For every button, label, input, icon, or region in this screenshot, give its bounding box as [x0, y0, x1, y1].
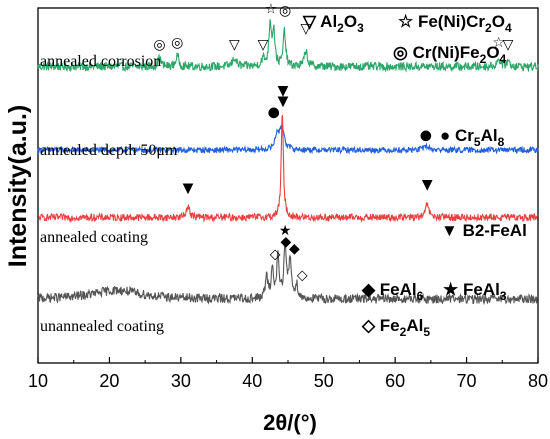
x-tick-label: 20: [99, 371, 119, 391]
x-axis-title: 2θ/(°): [263, 410, 317, 435]
series-label-2: annealed depth 50μm: [40, 142, 178, 159]
phase-marker: ◇: [297, 268, 308, 284]
phase-marker: ▽: [300, 21, 311, 37]
marker-layer: ◎ ◎ ▽ ▽☆ ◎▽☆▽●▼●▼▼ ▼★◆◆◇◇: [153, 1, 513, 283]
phase-marker: ●: [268, 104, 280, 120]
legend-entry: ◎ Cr(Ni)Fe2O4: [393, 43, 507, 66]
phase-marker: ◇: [270, 246, 281, 262]
legend-entry: ▽ Al2O3: [302, 12, 364, 35]
series-layer: [37, 19, 539, 306]
phase-marker: ●: [420, 127, 432, 143]
series-label-3: annealed coating: [40, 229, 148, 246]
series-line-2: [37, 124, 539, 155]
legend-layer: ▽ Al2O3 ☆ Fe(Ni)Cr2O4 ◎ Cr(Ni)Fe2O4 ● Cr5Al…: [302, 12, 527, 339]
phase-marker: ▽: [258, 37, 269, 53]
y-axis-title: Intensity(a.u.): [4, 105, 32, 268]
phase-marker: ◆: [280, 234, 291, 250]
phase-marker: ◆: [289, 241, 300, 257]
legend-entry: ◆ FeAl6: [361, 280, 424, 303]
legend-entry: ▼ B2-FeAl: [441, 221, 527, 240]
legend-entry: ◇ Fe2Al5: [361, 316, 430, 339]
x-tick-label: 60: [385, 371, 405, 391]
phase-marker: ◎: [279, 3, 291, 19]
tick-layer: 10 20 30 40 50 60 70 80: [28, 357, 548, 391]
series-line-4: [37, 242, 539, 306]
x-tick-label: 40: [242, 371, 262, 391]
x-tick-label: 30: [171, 371, 191, 391]
phase-marker: ▽: [229, 37, 240, 53]
phase-marker: ★: [279, 223, 292, 239]
x-tick-label: 70: [457, 371, 477, 391]
phase-marker: ☆: [492, 35, 505, 51]
phase-marker: ▼: [278, 83, 289, 99]
legend-entry: ☆ Fe(Ni)Cr2O4: [398, 12, 512, 35]
series-label-1: annealed corrosion: [40, 53, 161, 70]
series-line-3: [37, 114, 539, 224]
phase-marker: ▼: [278, 94, 289, 110]
x-tick-label: 80: [528, 371, 548, 391]
phase-marker: ◎: [153, 37, 165, 53]
phase-marker: ▼: [183, 181, 194, 197]
phase-marker: ▽: [503, 37, 514, 53]
phase-marker: ☆: [265, 1, 278, 17]
phase-marker: ▼: [422, 177, 433, 193]
legend-entry: ● Cr5Al8: [440, 126, 505, 149]
x-tick-label: 10: [28, 371, 48, 391]
series-label-4: unannealed coating: [40, 318, 164, 335]
series-label-layer: annealed corrosion annealed depth 50μm ann…: [40, 53, 178, 335]
series-line-1: [37, 19, 539, 73]
legend-entry: ★ FeAl3: [443, 280, 507, 303]
phase-marker: ◎: [171, 35, 183, 51]
x-tick-label: 50: [314, 371, 334, 391]
